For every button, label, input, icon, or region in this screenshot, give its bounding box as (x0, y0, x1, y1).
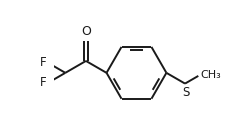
Text: CH₃: CH₃ (200, 70, 220, 80)
Text: F: F (40, 76, 46, 89)
Text: O: O (81, 25, 90, 38)
Text: F: F (40, 56, 46, 69)
Text: S: S (181, 86, 188, 99)
